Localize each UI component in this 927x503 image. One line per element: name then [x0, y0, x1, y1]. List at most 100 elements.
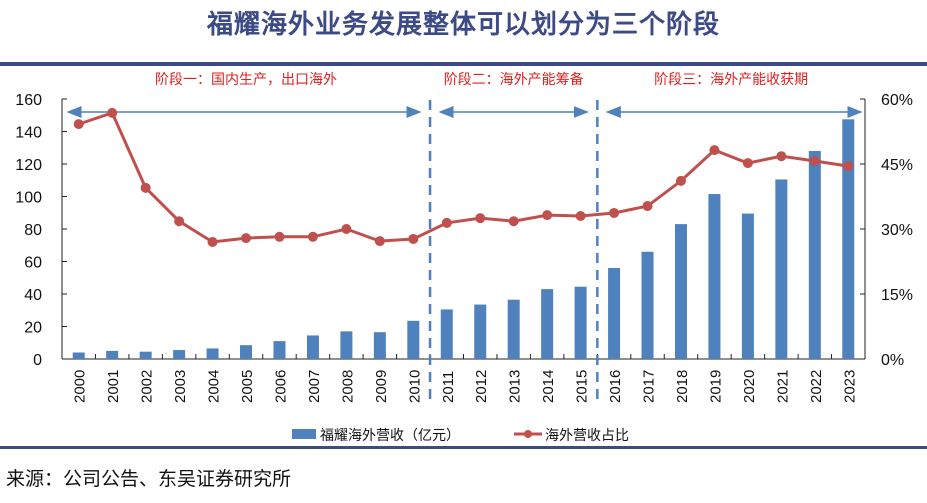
x-axis-tick-label: 2004	[206, 370, 223, 403]
line-point	[675, 175, 686, 186]
line-point	[374, 236, 385, 247]
x-axis-tick-label: 2007	[306, 370, 323, 403]
right-axis-tick-label: 0%	[881, 352, 904, 369]
left-axis-tick-label: 80	[24, 222, 42, 239]
bar	[808, 151, 821, 359]
x-axis-tick-label: 2016	[607, 370, 624, 403]
left-axis-tick-label: 140	[15, 125, 42, 142]
bar	[440, 309, 453, 359]
line-point	[207, 237, 218, 247]
line-point	[241, 233, 252, 244]
bottom-divider	[0, 446, 927, 449]
legend-label-bar: 福耀海外营收（亿元）	[320, 428, 460, 444]
bar	[708, 194, 721, 359]
line-point	[609, 207, 620, 218]
legend: 福耀海外营收（亿元） 海外营收占比	[292, 428, 629, 444]
left-axis-tick-label: 160	[15, 92, 42, 109]
right-axis-tick-label: 15%	[881, 287, 913, 304]
line-point	[843, 161, 854, 172]
x-axis-tick-label: 2017	[641, 370, 658, 403]
right-axis-tick-label: 30%	[881, 222, 913, 239]
line-point	[140, 182, 151, 193]
x-axis-tick-label: 2022	[808, 370, 825, 403]
line-point	[174, 216, 185, 227]
top-divider	[0, 62, 927, 66]
x-axis-tick-label: 2020	[741, 370, 758, 403]
right-axis-tick-label: 60%	[881, 92, 913, 109]
x-axis-tick-label: 2019	[707, 370, 724, 403]
bar	[407, 320, 420, 359]
bar	[541, 289, 554, 359]
bar	[173, 350, 186, 359]
line-point	[575, 211, 586, 221]
line-series	[73, 107, 854, 247]
line-point	[107, 107, 118, 118]
bar	[741, 213, 754, 359]
source-note: 来源：公司公告、东吴证券研究所	[6, 468, 292, 490]
line-point	[408, 233, 419, 244]
right-axis-tick-label: 45%	[881, 157, 913, 174]
line-point	[274, 231, 285, 242]
left-axis-tick-label: 60	[24, 255, 42, 272]
bar	[641, 251, 654, 359]
x-axis-tick-label: 2018	[674, 370, 691, 403]
x-axis-tick-label: 2023	[841, 370, 858, 403]
bar	[775, 179, 788, 359]
bar	[608, 268, 621, 359]
page-title: 福耀海外业务发展整体可以划分为三个阶段	[206, 10, 720, 40]
left-axis-tick-label: 40	[24, 287, 42, 304]
x-axis-tick-label: 2010	[406, 370, 423, 403]
line-point	[542, 210, 553, 221]
x-axis-tick-label: 2013	[507, 370, 524, 403]
left-axis-tick-label: 100	[15, 190, 42, 207]
bar	[373, 332, 386, 359]
left-axis-tick-label: 20	[24, 320, 42, 337]
bar	[306, 335, 319, 359]
line-path	[78, 111, 849, 244]
x-axis-tick-label: 2014	[540, 370, 557, 403]
x-axis-tick-label: 2006	[272, 370, 289, 403]
bar	[474, 304, 487, 359]
x-axis-tick-label: 2008	[339, 370, 356, 403]
x-axis-tick-label: 2009	[373, 370, 390, 403]
left-axis-tick-label: 120	[15, 157, 42, 174]
line-point	[441, 217, 452, 228]
line-point	[307, 231, 318, 242]
bar	[507, 299, 520, 359]
bar	[842, 119, 855, 359]
stage-label: 阶段二：海外产能筹备	[444, 71, 584, 88]
stage-label: 阶段一：国内生产，出口海外	[155, 72, 337, 88]
x-axis-tick-label: 2003	[172, 370, 189, 403]
x-axis-tick-label: 2011	[440, 371, 457, 403]
x-axis-tick-label: 2002	[139, 370, 156, 403]
legend-swatch-marker	[524, 430, 532, 438]
bar	[106, 350, 119, 359]
line-point	[73, 119, 84, 130]
bar	[273, 341, 286, 359]
bar	[139, 351, 152, 359]
axes: 0 20 40 60 80 100 120 140 160 0% 15% 30% 45% 60% 2000 2…	[15, 92, 913, 403]
stage-label: 阶段三：海外产能收获期	[654, 72, 808, 88]
line-point	[809, 155, 820, 166]
stage-annotations: 阶段一：国内生产，出口海外 阶段二：海外产能筹备 阶段三：海外产能收获期	[66, 71, 863, 405]
bar	[206, 348, 219, 359]
line-point	[742, 158, 753, 169]
line-point	[709, 145, 720, 156]
x-axis-tick-label: 2021	[774, 370, 791, 403]
x-axis-tick-label: 2001	[105, 370, 122, 403]
line-point	[776, 151, 787, 162]
line-point	[508, 216, 519, 227]
x-axis-tick-label: 2005	[239, 370, 256, 403]
x-axis-tick-label: 2015	[574, 370, 591, 403]
bar	[240, 345, 253, 359]
line-point	[642, 201, 653, 212]
line-point	[475, 213, 486, 224]
bar	[340, 331, 353, 359]
x-axis-tick-label: 2012	[473, 370, 490, 403]
bar	[574, 286, 587, 359]
bar-series	[72, 119, 855, 359]
legend-label-line: 海外营收占比	[545, 428, 629, 444]
line-point	[341, 224, 352, 234]
legend-swatch-bar	[292, 429, 316, 439]
x-axis-tick-label: 2000	[72, 370, 89, 403]
